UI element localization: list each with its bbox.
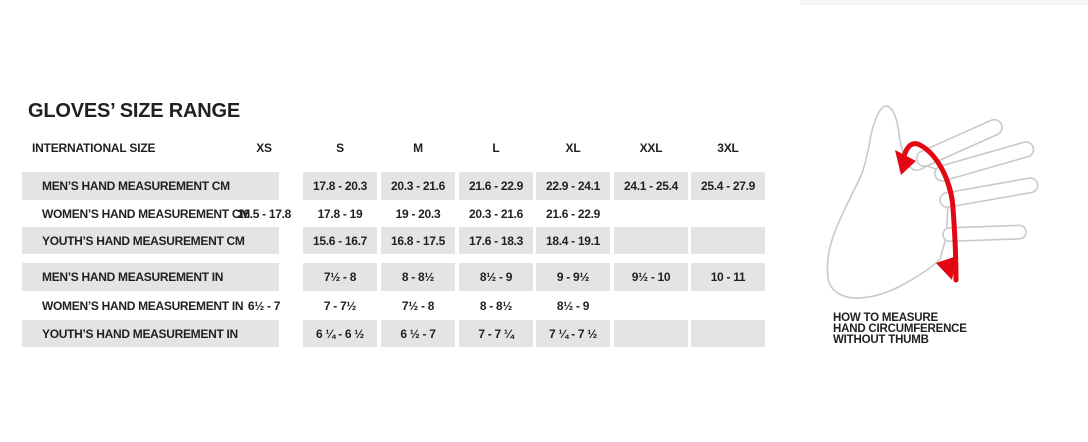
cell-xl: 7 ¼ - 7 ½ xyxy=(536,320,610,347)
cell-xxl xyxy=(614,200,688,227)
cell-m: 19 - 20.3 xyxy=(395,206,441,221)
cell-s: 7 - 7½ xyxy=(323,298,357,313)
table-row-womens-in: WOMEN’S HAND MEASUREMENT IN 6½ - 7 7 - 7… xyxy=(0,292,800,319)
row-label: YOUTH’S HAND MEASUREMENT IN xyxy=(22,320,279,347)
measure-arrow-icon xyxy=(895,141,959,283)
cell-3xl: 25.4 - 27.9 xyxy=(691,172,765,200)
table-row-youths-in: YOUTH’S HAND MEASUREMENT IN 6 ¼ - 6 ½ 6 … xyxy=(0,320,800,347)
table-row-womens-cm: WOMEN’S HAND MEASUREMENT CM 16.5 - 17.8 … xyxy=(0,200,800,227)
cell-xs: 16.5 - 17.8 xyxy=(236,206,292,221)
size-header-m: M xyxy=(413,141,423,155)
size-header-xxl: XXL xyxy=(639,141,663,155)
cell-3xl xyxy=(691,320,765,347)
cell-3xl: 10 - 11 xyxy=(691,263,765,291)
cell-xl: 18.4 - 19.1 xyxy=(536,227,610,254)
cell-l: 8½ - 9 xyxy=(459,263,533,291)
cell-m: 8 - 8½ xyxy=(381,263,455,291)
cell-s: 17.8 - 20.3 xyxy=(303,172,377,200)
row-label: YOUTH’S HAND MEASUREMENT CM xyxy=(22,227,279,254)
cell-l: 17.6 - 18.3 xyxy=(459,227,533,254)
cell-3xl xyxy=(691,292,765,319)
size-header-xl: XL xyxy=(565,141,581,155)
measure-caption: HOW TO MEASURE HAND CIRCUMFERENCE WITHOU… xyxy=(833,312,967,346)
cell-l: 8 - 8½ xyxy=(479,298,513,313)
cell-xxl xyxy=(614,227,688,254)
size-header-l: L xyxy=(492,141,500,155)
cell-xs xyxy=(227,227,301,254)
caption-line-3: WITHOUT THUMB xyxy=(833,334,929,346)
cell-xxl: 24.1 - 25.4 xyxy=(614,172,688,200)
size-header-xs: XS xyxy=(256,141,272,155)
cell-xl: 21.6 - 22.9 xyxy=(545,206,601,221)
cell-s: 6 ¼ - 6 ½ xyxy=(303,320,377,347)
cell-m: 6 ½ - 7 xyxy=(381,320,455,347)
cell-xs: 6½ - 7 xyxy=(247,298,281,313)
cell-3xl xyxy=(691,200,765,227)
table-row-mens-cm: MEN’S HAND MEASUREMENT CM 17.8 - 20.3 20… xyxy=(0,172,800,200)
hand-outline-icon xyxy=(826,105,1039,299)
cell-3xl xyxy=(614,320,688,347)
cell-m: 16.8 - 17.5 xyxy=(381,227,455,254)
page-title: GLOVES’ SIZE RANGE xyxy=(28,100,240,122)
row-label: MEN’S HAND MEASUREMENT IN xyxy=(22,263,279,291)
cell-xl: 9 - 9½ xyxy=(536,263,610,291)
cell-m: 7½ - 8 xyxy=(401,298,435,313)
table-row-youths-cm: YOUTH’S HAND MEASUREMENT CM 15.6 - 16.7 … xyxy=(0,227,800,254)
caption-line-1: HOW TO MEASURE xyxy=(833,312,938,324)
row-label: WOMEN’S HAND MEASUREMENT CM xyxy=(42,206,250,221)
cell-l: 20.3 - 21.6 xyxy=(468,206,524,221)
cell-xxl: 9½ - 10 xyxy=(614,263,688,291)
top-divider xyxy=(800,0,1088,5)
size-header-3xl: 3XL xyxy=(717,141,739,155)
international-size-label: INTERNATIONAL SIZE xyxy=(32,141,156,155)
cell-l: 7 - 7 ¼ xyxy=(459,320,533,347)
cell-xs xyxy=(227,172,301,200)
table-row-mens-in: MEN’S HAND MEASUREMENT IN 7½ - 8 8 - 8½ … xyxy=(0,263,800,291)
cell-l: 21.6 - 22.9 xyxy=(459,172,533,200)
caption-line-2: HAND CIRCUMFERENCE xyxy=(833,323,967,335)
row-label: MEN’S HAND MEASUREMENT CM xyxy=(22,172,279,200)
cell-m: 20.3 - 21.6 xyxy=(381,172,455,200)
hand-measurement-illustration xyxy=(813,84,1088,319)
cell-xs xyxy=(227,320,301,347)
table-header-row: INTERNATIONAL SIZE XS S M L XL XXL 3XL xyxy=(0,140,800,156)
cell-s: 15.6 - 16.7 xyxy=(303,227,377,254)
cell-3xl xyxy=(691,227,765,254)
cell-s: 7½ - 8 xyxy=(303,263,377,291)
cell-xl: 8½ - 9 xyxy=(556,298,590,313)
row-label: WOMEN’S HAND MEASUREMENT IN xyxy=(42,298,244,313)
cell-xxl xyxy=(614,292,688,319)
cell-xl: 22.9 - 24.1 xyxy=(536,172,610,200)
cell-s: 17.8 - 19 xyxy=(317,206,363,221)
cell-xs xyxy=(227,263,301,291)
size-header-s: S xyxy=(336,141,344,155)
